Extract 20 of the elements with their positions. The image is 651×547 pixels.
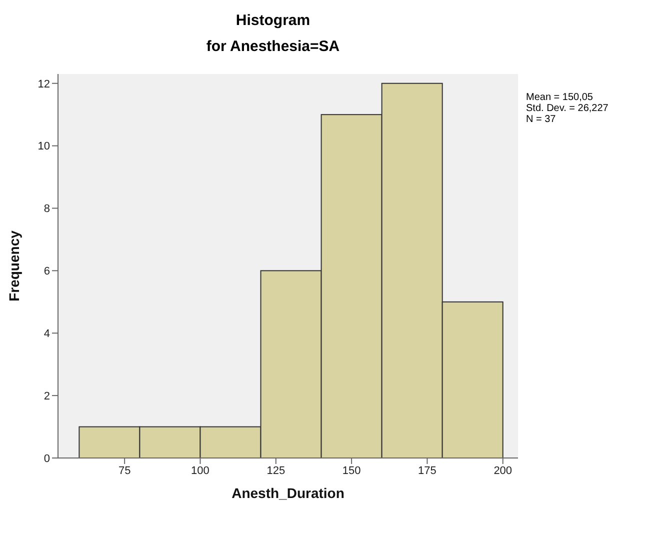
chart-title: Histogram [234, 12, 312, 29]
y-tick-label: 2 [44, 390, 50, 402]
y-tick-label: 4 [44, 328, 50, 340]
y-tick-label: 6 [44, 266, 50, 278]
x-tick-label: 125 [266, 464, 286, 477]
x-tick-label: 100 [191, 464, 210, 477]
text: N = 37 [526, 114, 557, 125]
x-tick-label: 175 [418, 464, 436, 477]
y-tick-label: 10 [38, 140, 50, 153]
y-axis-title: Frequency [6, 230, 22, 302]
text: Mean = 150,05 [526, 92, 594, 103]
x-tick-label: 150 [342, 464, 361, 477]
text: Std. Dev. = 26,227 [526, 103, 608, 114]
y-tick-label: 0 [44, 452, 50, 465]
x-tick-label: 75 [118, 464, 131, 477]
chart-subtitle: for Anesthesia=SA [205, 38, 341, 55]
x-tick-label: 200 [494, 464, 512, 477]
y-tick-label: 8 [44, 203, 50, 216]
x-axis-title: Anesth_Duration [232, 485, 344, 501]
y-tick-label: 12 [38, 78, 50, 90]
